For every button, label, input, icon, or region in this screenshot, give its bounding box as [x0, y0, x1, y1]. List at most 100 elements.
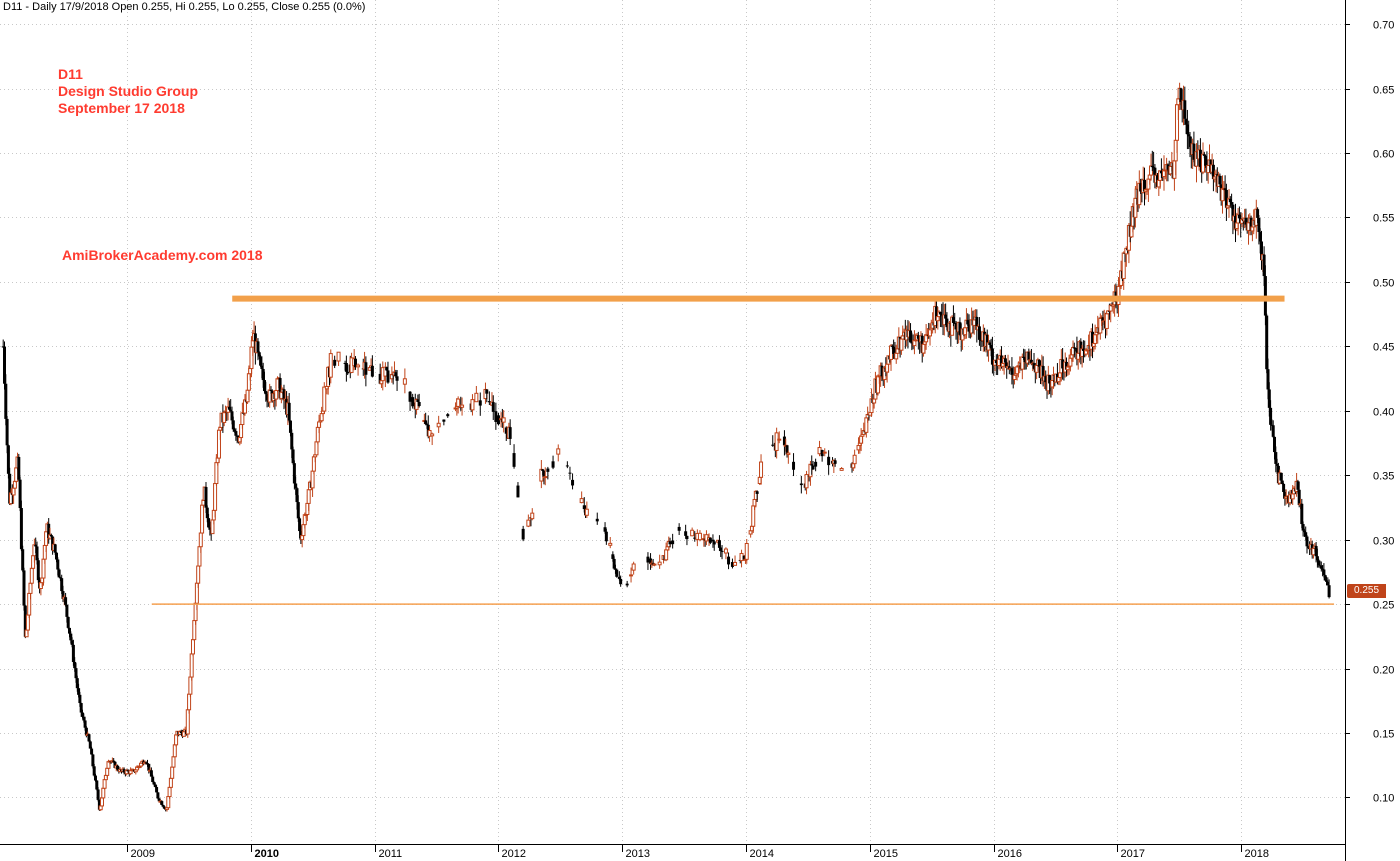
candle-body-down — [162, 806, 166, 809]
candle-body-down — [814, 461, 818, 467]
candle-body-down — [227, 406, 231, 410]
candle-body-down — [346, 371, 350, 374]
candle-body-down — [417, 401, 421, 407]
candle-body-down — [892, 346, 896, 354]
candle-body-down — [57, 569, 61, 578]
candle-body-down — [496, 415, 500, 425]
candle-body-down — [353, 358, 357, 368]
candle-body-down — [1296, 481, 1300, 490]
y-tick-label: 0.45 — [1373, 342, 1394, 354]
candle-body-down — [56, 559, 60, 570]
x-tick-label: 2010 — [255, 848, 279, 860]
candle-body-up — [556, 448, 561, 455]
candle-body-down — [1280, 480, 1284, 484]
candle-body-down — [288, 420, 292, 433]
candle-body-down — [1314, 546, 1318, 557]
candle-body-down — [1179, 88, 1183, 102]
candle-body-down — [979, 339, 983, 341]
candle-body-down — [1271, 425, 1275, 437]
candle-body-up — [664, 549, 669, 561]
candle-body-down — [1044, 376, 1048, 383]
candle-body-down — [152, 782, 156, 785]
candle-body-down — [54, 552, 58, 560]
candle-body-down — [1041, 366, 1045, 382]
candle-body-down — [512, 453, 516, 467]
candle-body-down — [727, 556, 731, 565]
candle-body-down — [36, 560, 40, 581]
candle-body-down — [386, 370, 390, 383]
candle-body-down — [230, 411, 234, 421]
candle-body-down — [79, 703, 83, 713]
candle-body-up — [336, 351, 341, 362]
y-tick-label: 0.40 — [1373, 407, 1394, 419]
candle-body-down — [582, 505, 586, 510]
candle-body-down — [5, 418, 9, 446]
candle-body-up — [1104, 313, 1109, 329]
candle-body-down — [442, 419, 446, 422]
candle-body-down — [1256, 209, 1260, 218]
candle-body-up — [817, 447, 822, 455]
y-tick-label: 0.65 — [1373, 85, 1394, 97]
candle-body-down — [295, 488, 299, 503]
candle-body-down — [233, 429, 237, 432]
candle-body-down — [508, 427, 512, 439]
candle-body-down — [1327, 585, 1331, 598]
candle-body-up — [430, 433, 435, 437]
candle-body-down — [708, 537, 712, 543]
candle-body-down — [625, 583, 629, 586]
candle-body-down — [1231, 204, 1235, 222]
candle-body-up — [584, 508, 589, 516]
candle-body-down — [47, 523, 51, 539]
candle-body-down — [256, 341, 260, 353]
candle-body-down — [1257, 217, 1261, 233]
candle-body-up — [474, 392, 479, 403]
candle-body-up — [652, 563, 657, 566]
candle-body-down — [446, 414, 450, 417]
candle-body-down — [909, 330, 913, 343]
candle-body-up — [167, 786, 172, 798]
candle-body-down — [1315, 556, 1319, 561]
candle-body-down — [1230, 202, 1234, 205]
candle-body-down — [487, 401, 491, 403]
candle-body-up — [774, 432, 779, 451]
candle-body-down — [1003, 358, 1007, 363]
candle-body-down — [938, 312, 942, 315]
candle-body-up — [759, 461, 764, 478]
candle-body-down — [1302, 530, 1306, 533]
candle-body-down — [494, 411, 498, 422]
candle-body-down — [95, 780, 99, 790]
candle-body-down — [677, 526, 681, 531]
y-tick-label: 0.60 — [1373, 149, 1394, 161]
candle-body-down — [491, 402, 495, 412]
y-tick-label: 0.15 — [1373, 729, 1394, 741]
candle-body-up — [777, 438, 782, 441]
grid — [0, 0, 1345, 844]
candle-body-down — [1234, 216, 1238, 229]
candle-body-down — [70, 640, 74, 645]
candle-body-down — [668, 541, 672, 545]
candle-body-down — [684, 531, 688, 536]
candle-body-up — [690, 529, 695, 537]
candle-body-down — [234, 431, 238, 436]
y-tick-label: 0.10 — [1373, 793, 1394, 805]
candle-body-down — [34, 544, 38, 547]
candle-body-down — [1258, 232, 1262, 242]
candle-body-down — [58, 577, 62, 579]
candle-body-down — [1139, 183, 1143, 192]
x-tick-label: 2011 — [379, 848, 403, 860]
candle-body-down — [90, 748, 94, 755]
candle-body-down — [1223, 188, 1227, 190]
candle-body-down — [1010, 368, 1014, 375]
candle-body-up — [543, 476, 548, 479]
candle-body-down — [565, 465, 569, 467]
candle-body-up — [427, 430, 432, 437]
candle-body-down — [1317, 560, 1321, 566]
candle-body-up — [102, 779, 107, 789]
candle-body-down — [92, 766, 96, 776]
candle-body-down — [88, 741, 92, 749]
candle-body-down — [153, 784, 157, 788]
candle-body-down — [1275, 463, 1279, 466]
candle-body-down — [155, 787, 159, 793]
candle-body-up — [356, 364, 361, 368]
candle-body-down — [1211, 164, 1215, 179]
